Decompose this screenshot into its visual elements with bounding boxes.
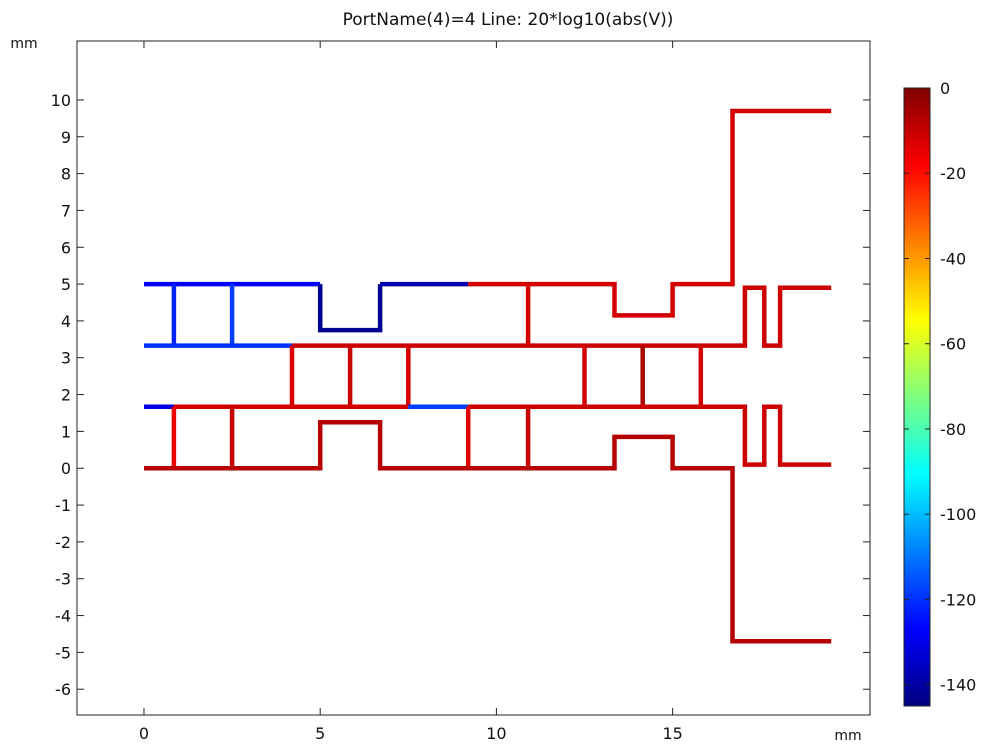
colorbar <box>903 87 931 707</box>
x-tick-label: 15 <box>662 724 682 743</box>
y-tick-label: 7 <box>61 201 71 220</box>
y-axis-unit-label: mm <box>10 36 37 52</box>
y-tick-label: 6 <box>61 238 71 257</box>
y-tick-label: -2 <box>55 533 71 552</box>
line-segments-group <box>144 108 832 644</box>
plot-area-frame <box>76 40 871 716</box>
colorbar-tick-label: -100 <box>940 505 976 524</box>
y-tick-label: 1 <box>61 422 71 441</box>
line-segment <box>468 108 832 318</box>
x-tick-label: 5 <box>315 724 325 743</box>
colorbar-tick-label: -120 <box>940 590 976 609</box>
y-tick-label: 10 <box>51 91 71 110</box>
y-tick-label: 3 <box>61 349 71 368</box>
y-tick-label: -3 <box>55 570 71 589</box>
line-segment <box>317 284 383 333</box>
colorbar-tick-label: -80 <box>940 420 966 439</box>
y-tick-label: 9 <box>61 128 71 147</box>
y-tick-label: 2 <box>61 386 71 405</box>
line-segment <box>144 419 832 644</box>
y-tick-label: 5 <box>61 275 71 294</box>
y-tick-label: -6 <box>55 680 71 699</box>
axes-group: 0 5 10 15 -6 -5 -4 -3 -2 -1 0 1 2 3 4 5 6 7 8 9 10 <box>51 41 870 743</box>
y-tick-label: 4 <box>61 312 71 331</box>
colorbar-ticks-group: 0 -20 -40 -60 -80 -100 -120 -140 <box>904 79 976 695</box>
chart-title: PortName(4)=4 Line: 20*log10(abs(V)) <box>343 10 674 30</box>
colorbar-tick-label: -60 <box>940 335 966 354</box>
x-tick-label: 10 <box>486 724 506 743</box>
y-tick-label: -5 <box>55 643 71 662</box>
y-tick-label: 0 <box>61 459 71 478</box>
y-tick-label: -1 <box>55 496 71 515</box>
x-axis-unit-label: mm <box>834 728 861 744</box>
colorbar-tick-label: 0 <box>940 79 950 98</box>
line-segment <box>468 404 832 467</box>
y-tick-label: 8 <box>61 165 71 184</box>
colorbar-tick-label: -140 <box>940 676 976 695</box>
colorbar-tick-label: -20 <box>940 164 966 183</box>
line-segment <box>292 285 832 348</box>
y-tick-label: -4 <box>55 607 71 626</box>
x-tick-label: 0 <box>139 724 149 743</box>
colorbar-tick-label: -40 <box>940 249 966 268</box>
